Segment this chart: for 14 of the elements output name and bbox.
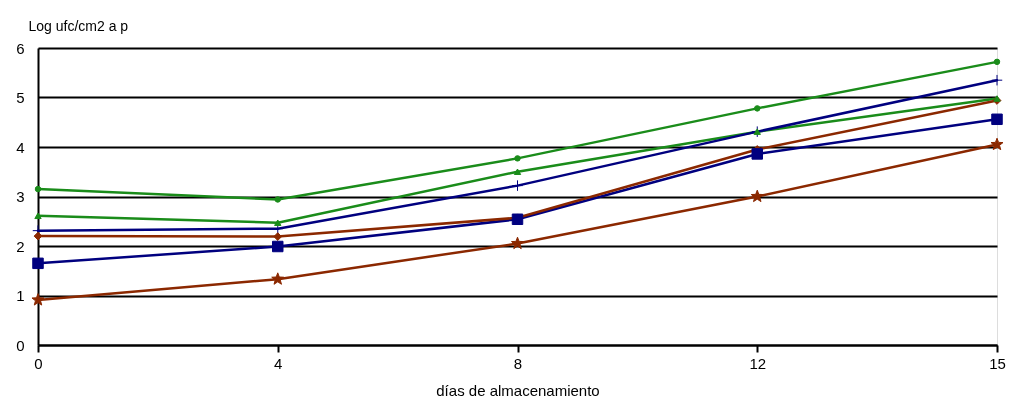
y-tick-label: 2 [16,237,25,255]
x-axis-title: días de almacenamiento [436,381,600,399]
y-tick-label: 6 [16,39,25,57]
x-tick-label: 15 [989,354,1006,372]
y-axis-title: Log ufc/cm2 a p [28,17,129,34]
x-tick-label: 12 [749,354,767,372]
y-tick-label: 3 [16,188,25,205]
x-tick-label: 4 [274,354,283,372]
y-tick-label: 4 [16,138,25,156]
y-tick-label: 0 [16,336,25,354]
x-tick-label: 8 [513,354,523,372]
x-tick-label: 0 [34,354,43,372]
y-tick-label: 5 [16,89,25,106]
y-tick-label: 1 [16,287,25,304]
